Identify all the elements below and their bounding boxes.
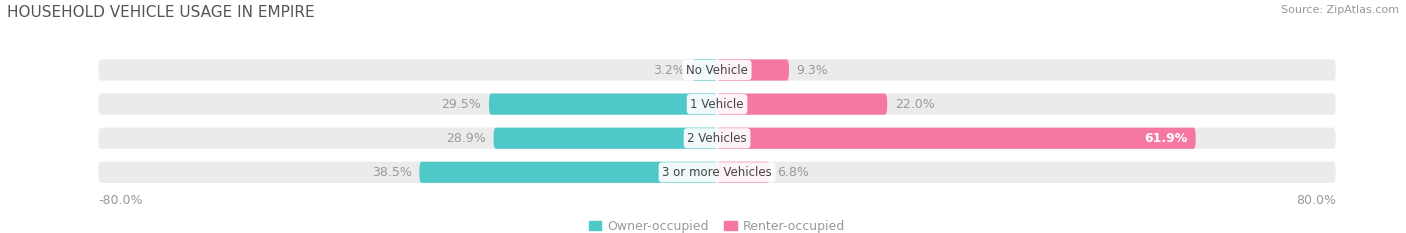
FancyBboxPatch shape <box>717 93 887 115</box>
Text: HOUSEHOLD VEHICLE USAGE IN EMPIRE: HOUSEHOLD VEHICLE USAGE IN EMPIRE <box>7 5 315 20</box>
FancyBboxPatch shape <box>98 93 1336 115</box>
FancyBboxPatch shape <box>692 59 717 81</box>
FancyBboxPatch shape <box>98 128 1336 149</box>
Text: 3.2%: 3.2% <box>652 64 685 76</box>
Text: 1 Vehicle: 1 Vehicle <box>690 98 744 111</box>
Text: 29.5%: 29.5% <box>441 98 481 111</box>
FancyBboxPatch shape <box>98 162 1336 183</box>
Text: 28.9%: 28.9% <box>446 132 486 145</box>
Text: 38.5%: 38.5% <box>371 166 412 179</box>
FancyBboxPatch shape <box>419 162 717 183</box>
Text: 80.0%: 80.0% <box>1296 194 1336 207</box>
Text: Source: ZipAtlas.com: Source: ZipAtlas.com <box>1281 5 1399 15</box>
FancyBboxPatch shape <box>494 128 717 149</box>
FancyBboxPatch shape <box>489 93 717 115</box>
Text: 9.3%: 9.3% <box>797 64 828 76</box>
Text: 3 or more Vehicles: 3 or more Vehicles <box>662 166 772 179</box>
FancyBboxPatch shape <box>717 162 769 183</box>
FancyBboxPatch shape <box>98 59 1336 81</box>
Text: 61.9%: 61.9% <box>1144 132 1188 145</box>
Text: -80.0%: -80.0% <box>98 194 143 207</box>
Text: 2 Vehicles: 2 Vehicles <box>688 132 747 145</box>
Text: No Vehicle: No Vehicle <box>686 64 748 76</box>
FancyBboxPatch shape <box>717 128 1195 149</box>
Legend: Owner-occupied, Renter-occupied: Owner-occupied, Renter-occupied <box>583 215 851 233</box>
Text: 22.0%: 22.0% <box>896 98 935 111</box>
FancyBboxPatch shape <box>717 59 789 81</box>
Text: 6.8%: 6.8% <box>778 166 810 179</box>
